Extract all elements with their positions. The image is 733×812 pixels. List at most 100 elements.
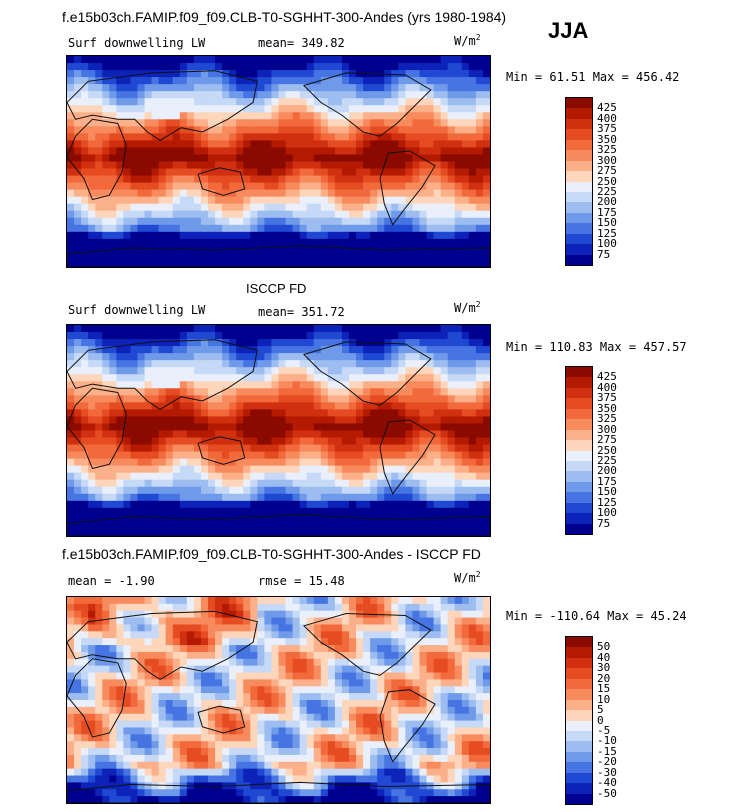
map-cell — [243, 610, 251, 619]
map-cell — [179, 658, 188, 667]
map-cell — [292, 105, 301, 113]
map-cell — [271, 231, 280, 240]
map-cell — [292, 119, 301, 127]
map-cell — [313, 154, 322, 163]
map-cell — [95, 182, 103, 191]
map-cell — [405, 727, 414, 735]
map-cell — [356, 161, 364, 170]
map-cell — [327, 624, 336, 632]
map-cell — [412, 70, 421, 78]
map-cell — [81, 603, 89, 612]
map-cell — [482, 189, 490, 198]
map-cell — [123, 332, 132, 340]
map-cell — [426, 360, 435, 368]
map-cell — [320, 528, 329, 536]
map-cell — [398, 451, 406, 460]
map-cell — [229, 528, 237, 536]
map-cell — [179, 444, 188, 453]
map-cell — [229, 339, 237, 347]
map-cell — [327, 631, 336, 639]
map-cell — [440, 500, 449, 509]
map-cell — [447, 528, 456, 536]
map-cell — [468, 493, 477, 502]
map-cell — [109, 472, 117, 481]
map-cell — [158, 617, 167, 626]
map-cell — [433, 500, 442, 509]
map-cell — [271, 617, 280, 626]
map-cell — [384, 210, 392, 219]
map-cell — [165, 245, 174, 254]
map-cell — [292, 161, 301, 170]
map-cell — [88, 416, 96, 425]
map-cell — [391, 238, 399, 247]
map-cell — [222, 402, 230, 410]
map-cell — [306, 332, 315, 340]
map-cell — [363, 154, 371, 163]
map-cell — [95, 597, 103, 605]
map-cell — [320, 416, 329, 425]
map-cell — [349, 346, 357, 354]
map-cell — [243, 91, 251, 99]
map-cell — [257, 360, 265, 368]
map-cell — [292, 154, 301, 163]
map-cell — [391, 339, 399, 347]
map-cell — [102, 528, 110, 536]
map-cell — [447, 638, 456, 646]
map-cell — [419, 63, 428, 71]
map-cell — [144, 203, 153, 212]
map-cell — [419, 638, 428, 646]
map-cell — [384, 679, 392, 687]
map-cell — [179, 374, 188, 382]
map-cell — [461, 182, 470, 191]
map-cell — [292, 645, 301, 653]
map-cell — [215, 332, 223, 340]
map-cell — [327, 119, 336, 127]
map-cell — [349, 70, 357, 78]
map-cell — [193, 70, 202, 78]
map-cell — [151, 175, 160, 184]
map-cell — [236, 402, 244, 410]
map-cell — [95, 658, 103, 667]
map-cell — [433, 84, 442, 92]
map-cell — [412, 706, 421, 715]
map-cell — [172, 259, 181, 267]
map-cell — [116, 423, 124, 432]
map-cell — [468, 203, 477, 212]
map-cell — [349, 444, 357, 453]
map-cell — [179, 651, 188, 660]
map-cell — [475, 693, 484, 701]
map-cell — [299, 196, 308, 205]
map-cell — [165, 624, 174, 632]
map-cell — [447, 686, 456, 694]
map-cell — [208, 493, 216, 502]
map-cell — [363, 231, 371, 240]
map-cell — [116, 84, 124, 92]
map-cell — [208, 133, 216, 141]
map-cell — [426, 189, 435, 198]
map-cell — [186, 686, 195, 694]
map-cell — [236, 112, 244, 120]
map-cell — [144, 395, 153, 403]
map-cell — [391, 444, 399, 453]
map-cell — [341, 458, 350, 467]
map-cell — [320, 617, 329, 626]
map-cell — [299, 217, 308, 226]
map-cell — [306, 631, 315, 639]
map-cell — [81, 231, 89, 240]
map-cell — [433, 210, 442, 219]
map-cell — [186, 168, 195, 177]
map-cell — [88, 332, 96, 340]
map-cell — [158, 597, 167, 605]
map-cell — [222, 500, 230, 509]
map-cell — [74, 493, 82, 502]
map-cell — [186, 84, 195, 92]
map-cell — [222, 147, 230, 156]
map-cell — [285, 472, 294, 481]
map-cell — [102, 479, 110, 488]
map-cell — [193, 56, 202, 64]
map-cell — [327, 217, 336, 226]
map-cell — [454, 196, 463, 205]
map-cell — [250, 147, 258, 156]
map-cell — [370, 451, 378, 460]
map-cell — [278, 617, 287, 626]
